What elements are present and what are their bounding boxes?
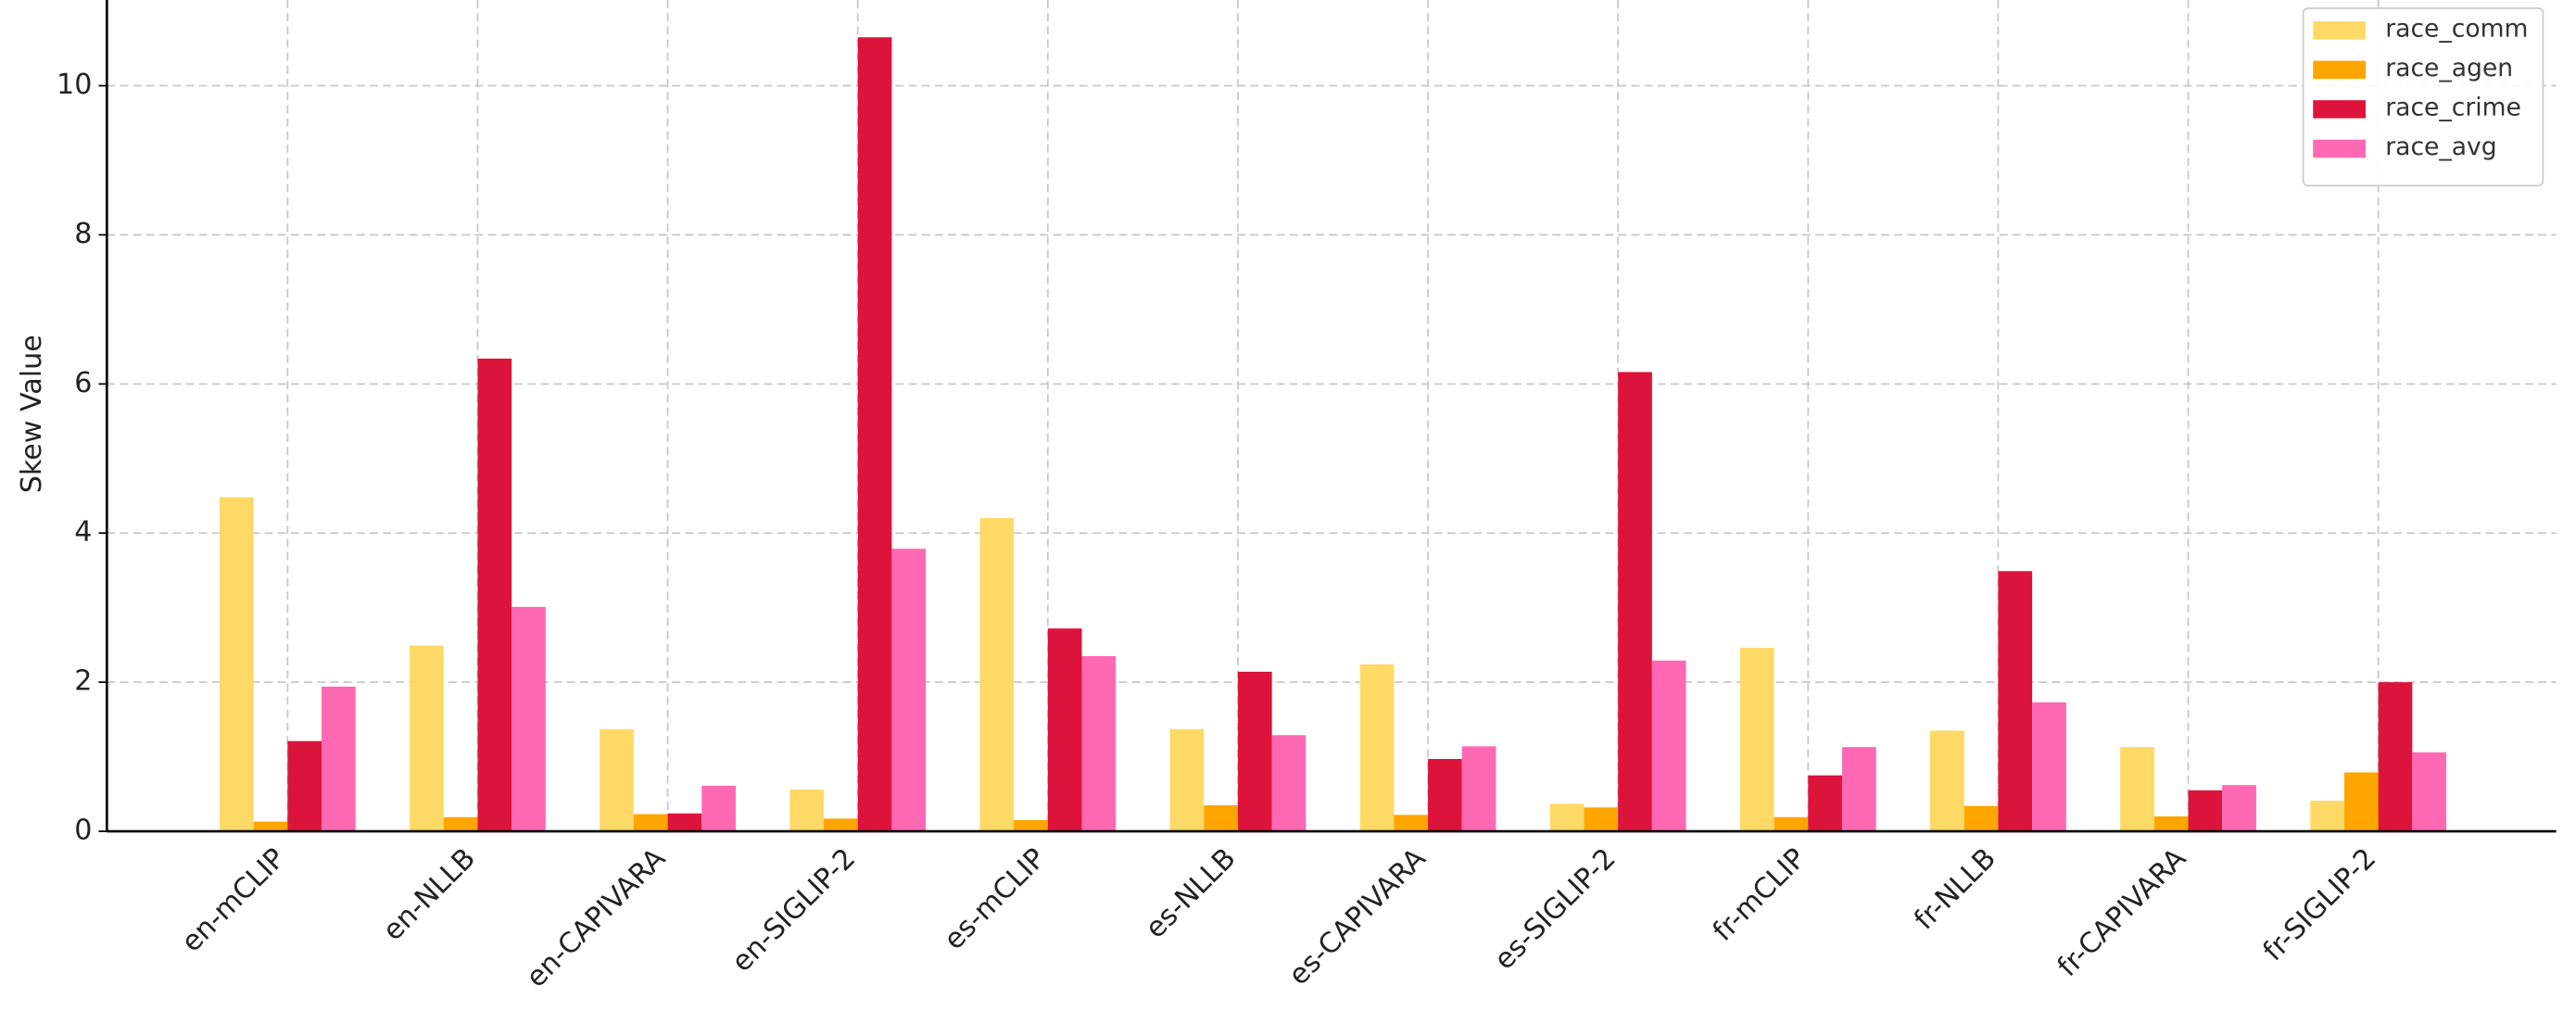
bar xyxy=(2188,790,2223,832)
bar xyxy=(1964,805,1999,832)
bar xyxy=(1237,671,1272,832)
legend-label: race_agen xyxy=(2385,54,2513,82)
bar xyxy=(633,814,668,832)
bar xyxy=(511,606,546,832)
bar xyxy=(1549,803,1585,832)
bar xyxy=(1047,628,1082,832)
bar xyxy=(219,497,254,832)
x-tick-label: es-mCLIP xyxy=(938,842,1052,956)
x-tick-label: es-CAPIVARA xyxy=(1282,842,1433,992)
bar xyxy=(667,813,702,832)
bar xyxy=(1081,655,1117,832)
bar xyxy=(477,358,512,832)
bar xyxy=(1739,648,1774,832)
bar xyxy=(2120,747,2154,832)
legend-label: race_crime xyxy=(2385,94,2521,122)
x-tick-label: fr-CAPIVARA xyxy=(2052,842,2192,983)
bar xyxy=(2153,815,2189,832)
bar xyxy=(253,821,288,832)
bar xyxy=(1841,747,1876,832)
y-axis-label: Skew Value xyxy=(16,335,48,493)
bar xyxy=(1618,372,1652,832)
bar xyxy=(1461,746,1496,832)
bar xyxy=(1428,759,1462,832)
x-tick-label: en-mCLIP xyxy=(175,842,292,959)
bar xyxy=(824,818,858,832)
bar xyxy=(979,518,1015,832)
x-tick-label: fr-NLLB xyxy=(1908,842,2002,937)
bar xyxy=(287,740,322,832)
bar xyxy=(1651,660,1686,832)
bar xyxy=(701,785,736,832)
bar xyxy=(2343,772,2379,832)
legend-label: race_avg xyxy=(2385,133,2496,161)
x-tick-label: fr-mCLIP xyxy=(1707,842,1812,948)
x-tick-label: es-SIGLIP-2 xyxy=(1488,842,1623,977)
bar xyxy=(1169,728,1205,832)
bar xyxy=(789,789,825,832)
bar xyxy=(2222,785,2256,832)
bar xyxy=(1014,819,1048,832)
x-tick-label: en-CAPIVARA xyxy=(520,842,672,994)
bar xyxy=(1774,816,1809,832)
bar xyxy=(1998,571,2033,832)
bar xyxy=(891,549,927,832)
bar xyxy=(443,816,478,832)
bar xyxy=(1808,775,1842,832)
legend-swatch xyxy=(2313,21,2366,40)
bar xyxy=(1359,664,1395,832)
y-tick-label: 6 xyxy=(74,367,92,399)
bar xyxy=(1204,804,1238,832)
x-tick-label: en-NLLB xyxy=(377,842,482,947)
bar xyxy=(2032,702,2066,832)
y-tick-label: 4 xyxy=(74,516,92,549)
legend-label: race_comm xyxy=(2385,14,2528,43)
legend-swatch xyxy=(2313,100,2366,119)
bar xyxy=(322,686,356,832)
y-tick-label: 8 xyxy=(74,218,92,250)
legend-swatch xyxy=(2313,139,2366,158)
bar xyxy=(2378,682,2413,832)
bar xyxy=(2412,752,2447,832)
y-tick-label: 0 xyxy=(74,815,92,847)
legend-swatch xyxy=(2313,60,2366,80)
bar xyxy=(410,645,444,832)
x-tick-label: en-SIGLIP-2 xyxy=(726,842,862,979)
bar xyxy=(1394,815,1429,832)
y-tick-label: 2 xyxy=(74,665,92,698)
bar xyxy=(1584,807,1619,832)
y-tick-label: 10 xyxy=(57,69,92,101)
x-tick-label: fr-SIGLIP-2 xyxy=(2257,842,2382,967)
x-tick-label: es-NLLB xyxy=(1140,842,1243,945)
bar xyxy=(857,37,892,832)
bar xyxy=(2310,801,2344,832)
bar xyxy=(600,728,634,832)
bar xyxy=(1271,735,1307,832)
bar xyxy=(1929,730,1964,832)
